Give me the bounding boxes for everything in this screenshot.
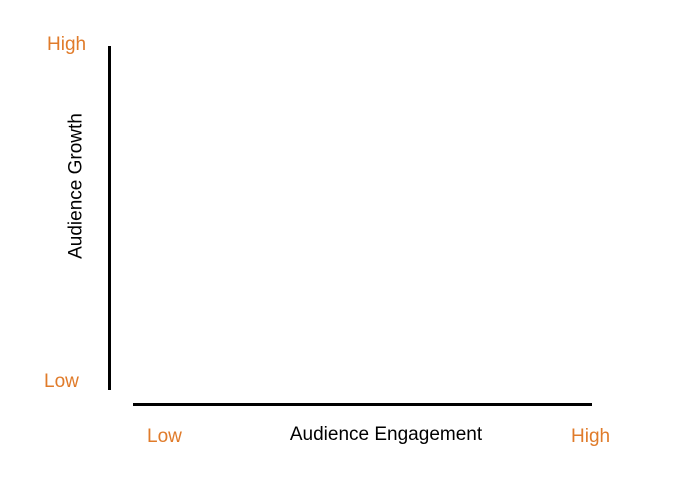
y-axis-high-label: High — [47, 34, 87, 55]
y-axis-line — [108, 46, 111, 390]
x-axis-line — [133, 403, 592, 406]
x-axis-high-label: High — [571, 426, 611, 447]
x-axis-low-label: Low — [147, 426, 182, 447]
y-axis-low-label: Low — [44, 371, 79, 392]
y-axis-title: Audience Growth — [65, 113, 87, 259]
x-axis-title: Audience Engagement — [289, 424, 483, 445]
